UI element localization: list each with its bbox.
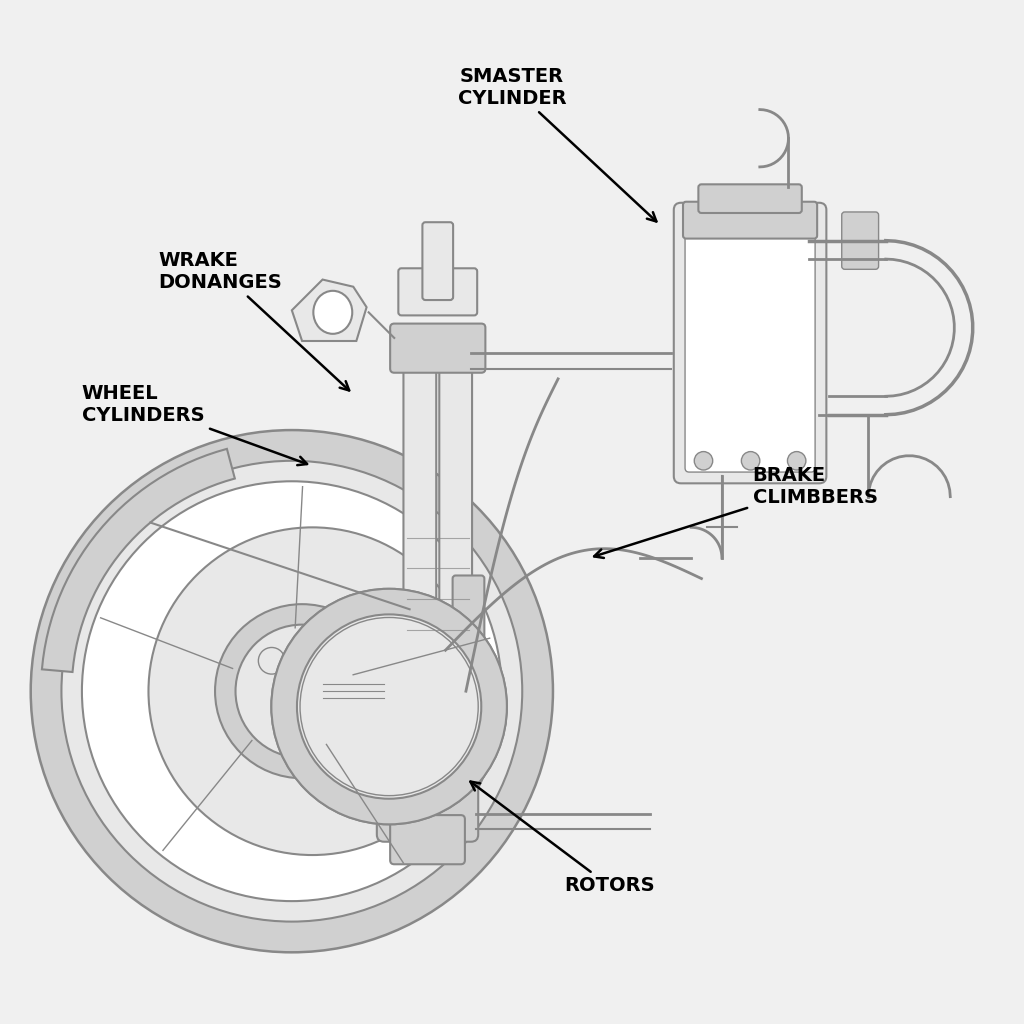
Circle shape — [300, 617, 478, 796]
Circle shape — [31, 430, 553, 952]
FancyBboxPatch shape — [389, 671, 466, 737]
FancyBboxPatch shape — [842, 212, 879, 269]
FancyBboxPatch shape — [443, 628, 468, 765]
FancyBboxPatch shape — [698, 184, 802, 213]
FancyBboxPatch shape — [390, 324, 485, 373]
Text: BRAKE
CLIMBBERS: BRAKE CLIMBBERS — [594, 466, 878, 558]
FancyBboxPatch shape — [683, 202, 817, 239]
FancyBboxPatch shape — [377, 684, 478, 842]
FancyBboxPatch shape — [408, 628, 432, 765]
Circle shape — [289, 721, 315, 748]
Circle shape — [741, 452, 760, 470]
Polygon shape — [42, 449, 234, 672]
Circle shape — [319, 647, 346, 674]
FancyBboxPatch shape — [674, 203, 826, 483]
FancyBboxPatch shape — [403, 350, 436, 643]
FancyBboxPatch shape — [402, 725, 471, 760]
FancyBboxPatch shape — [398, 268, 477, 315]
Text: SMASTER
CYLINDER: SMASTER CYLINDER — [458, 67, 656, 221]
Circle shape — [271, 589, 507, 824]
Text: ROTORS: ROTORS — [470, 781, 654, 895]
FancyBboxPatch shape — [453, 575, 484, 766]
FancyBboxPatch shape — [390, 815, 465, 864]
Circle shape — [280, 669, 325, 714]
Circle shape — [148, 527, 476, 855]
Text: WHEEL
CYLINDERS: WHEEL CYLINDERS — [82, 384, 307, 465]
FancyBboxPatch shape — [396, 729, 459, 786]
Circle shape — [61, 461, 522, 922]
FancyBboxPatch shape — [439, 350, 472, 643]
FancyBboxPatch shape — [685, 214, 815, 472]
Text: WRAKE
DONANGES: WRAKE DONANGES — [159, 251, 349, 390]
Circle shape — [787, 452, 806, 470]
Circle shape — [236, 625, 369, 758]
Circle shape — [258, 647, 285, 674]
FancyBboxPatch shape — [422, 222, 453, 300]
Circle shape — [694, 452, 713, 470]
Ellipse shape — [313, 291, 352, 334]
Circle shape — [82, 481, 502, 901]
Polygon shape — [292, 280, 367, 341]
Circle shape — [215, 604, 389, 778]
